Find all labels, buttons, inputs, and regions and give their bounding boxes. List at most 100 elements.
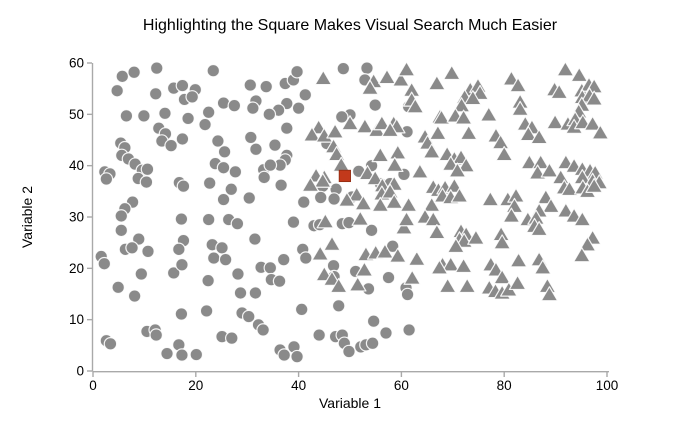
scatter-point-triangle xyxy=(385,156,404,172)
scatter-point-circle xyxy=(218,252,233,267)
scatter-point-triangle xyxy=(448,162,467,178)
scatter-point-triangle xyxy=(428,75,446,91)
scatter-point-circle xyxy=(201,273,215,288)
y-axis-label: Variable 2 xyxy=(19,185,35,249)
scatter-point-triangle xyxy=(397,61,416,77)
scatter-point-triangle xyxy=(573,211,592,227)
scatter-point-triangle xyxy=(354,195,373,211)
scatter-point-triangle xyxy=(338,191,356,207)
scatter-point-circle xyxy=(217,145,232,159)
scatter-point-circle xyxy=(103,336,118,351)
scatter-point-triangle xyxy=(531,154,550,170)
scatter-point-triangle xyxy=(389,144,407,160)
y-tick-label: 50 xyxy=(69,107,84,122)
scatter-point-triangle xyxy=(458,277,476,294)
y-tick-label: 30 xyxy=(69,210,84,225)
scatter-point-circle xyxy=(149,328,164,342)
scatter-point-triangle xyxy=(351,210,370,226)
scatter-point-circle xyxy=(360,61,374,75)
scatter-point-circle xyxy=(148,87,163,101)
scatter-point-triangle xyxy=(406,98,425,114)
scatter-point-circle xyxy=(110,83,124,98)
scatter-point-triangle xyxy=(429,124,447,141)
scatter-point-circle xyxy=(166,266,181,280)
scatter-point-circle xyxy=(246,101,260,115)
scatter-point-circle xyxy=(342,344,356,359)
scatter-point-triangle xyxy=(356,118,374,134)
scatter-point-circle xyxy=(402,323,416,337)
scatter-point-circle xyxy=(141,244,155,259)
scatter-point-triangle xyxy=(313,172,332,188)
x-tick-label: 40 xyxy=(291,378,306,393)
scatter-point-triangle xyxy=(314,70,333,86)
scatter-point-triangle xyxy=(459,124,478,141)
scatter-point-triangle xyxy=(502,207,521,223)
scatter-point-triangle xyxy=(432,109,451,125)
scatter-point-circle xyxy=(198,117,212,132)
scatter-point-triangle xyxy=(378,68,396,85)
scatter-point-circle xyxy=(201,212,216,227)
scatter-point-triangle xyxy=(573,247,591,263)
scatter-point-circle xyxy=(294,302,309,317)
y-tick-label: 0 xyxy=(76,364,84,379)
scatter-point-triangle xyxy=(441,256,460,272)
scatter-point-triangle xyxy=(542,197,560,214)
scatter-point-circle xyxy=(272,274,287,288)
scatter-point-triangle xyxy=(408,250,426,266)
scatter-point-triangle xyxy=(385,193,404,209)
y-tick-label: 40 xyxy=(69,158,84,173)
scatter-point-triangle xyxy=(540,162,559,178)
scatter-point-triangle xyxy=(509,77,527,93)
scatter-point-triangle xyxy=(454,257,473,274)
scatter-point-circle xyxy=(263,261,278,275)
scatter-point-triangle xyxy=(591,124,610,140)
scatter-point-triangle xyxy=(530,129,548,145)
x-tick-label: 20 xyxy=(188,378,203,393)
y-tick-label: 60 xyxy=(69,56,84,71)
scatter-point-circle xyxy=(139,175,154,189)
scatter-point-triangle xyxy=(509,252,528,268)
scatter-point-circle xyxy=(233,286,248,300)
scatter-point-triangle xyxy=(447,237,465,254)
scatter-point-circle xyxy=(243,130,258,145)
scatter-point-triangle xyxy=(311,245,329,261)
scatter-point-triangle xyxy=(428,224,446,240)
x-tick-label: 0 xyxy=(89,378,97,393)
scatter-point-circle xyxy=(257,170,271,185)
scatter-point-circle xyxy=(172,242,186,257)
scatter-point-triangle xyxy=(557,202,575,218)
chart-title: Highlighting the Square Makes Visual Sea… xyxy=(142,17,558,34)
scatter-point-triangle xyxy=(316,213,335,229)
scatter-point-circle xyxy=(174,307,189,321)
y-tick-label: 10 xyxy=(69,312,84,327)
scatter-point-circle xyxy=(164,138,178,153)
scatter-point-triangle xyxy=(397,211,416,227)
scatter-point-circle xyxy=(224,331,239,345)
scatter-point-circle xyxy=(298,88,313,102)
scatter-point-triangle xyxy=(347,186,366,202)
scatter-point-triangle xyxy=(381,121,399,138)
scatter-point-triangle xyxy=(540,286,559,302)
scatter-point-triangle xyxy=(422,143,441,159)
scatter-point-circle xyxy=(290,64,304,79)
scatter-point-circle xyxy=(176,179,191,193)
x-tick-label: 80 xyxy=(497,378,512,393)
scatter-point-triangle xyxy=(519,125,538,142)
x-tick-label: 100 xyxy=(596,378,619,393)
scatter-point-circle xyxy=(181,111,195,126)
scatter-point-circle xyxy=(279,121,294,135)
scatter-point-circle xyxy=(127,65,141,80)
scatter-point-circle xyxy=(312,328,326,342)
scatter-point-triangle xyxy=(583,115,602,131)
scatter-point-circle xyxy=(298,251,313,265)
scatter-point-triangle xyxy=(326,123,344,139)
y-tick-label: 20 xyxy=(69,261,84,276)
scatter-point-triangle xyxy=(301,176,320,192)
scatter-point-circle xyxy=(199,304,214,318)
scatter-point-triangle xyxy=(511,100,529,116)
scatter-point-triangle xyxy=(389,247,407,263)
scatter-point-circle xyxy=(243,78,258,92)
scatter-point-triangle xyxy=(479,106,498,122)
